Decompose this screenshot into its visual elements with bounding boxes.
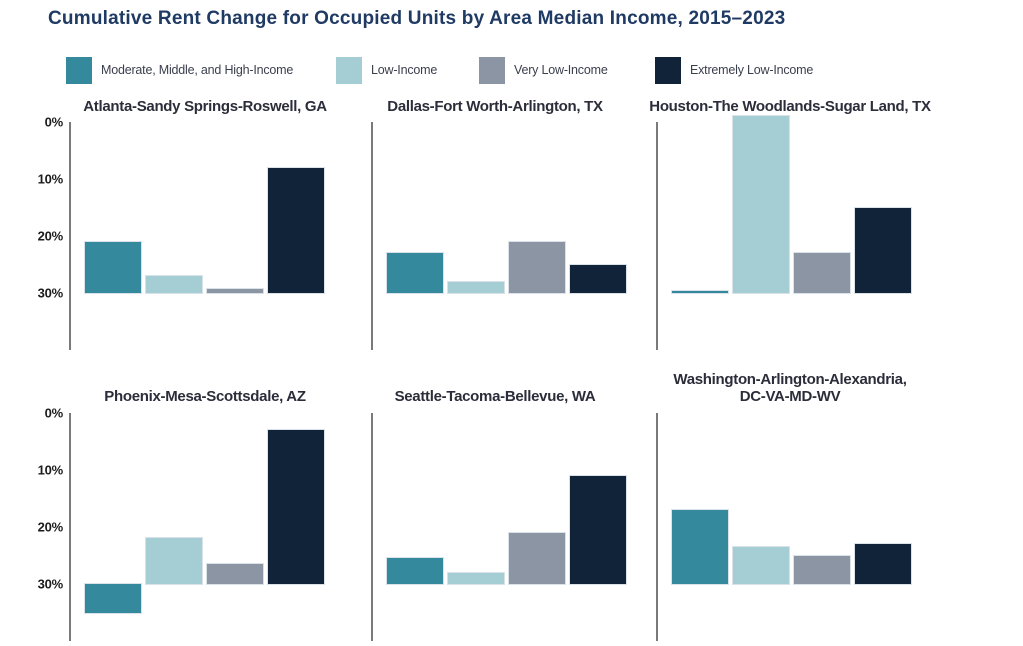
y-axis-tick-label: 10% xyxy=(37,171,64,187)
legend-item: Moderate, Middle, and High-Income xyxy=(66,57,293,84)
legend-swatch xyxy=(479,57,505,84)
chart-title: Seattle-Tacoma-Bellevue, WA xyxy=(394,388,596,406)
legend-swatch xyxy=(66,57,92,84)
bar xyxy=(146,538,202,584)
plot-area xyxy=(371,413,626,641)
legend-item: Very Low-Income xyxy=(479,57,608,84)
plot-area xyxy=(69,122,324,350)
y-axis-tick-label: 0% xyxy=(44,405,64,421)
bar xyxy=(387,253,443,293)
bar xyxy=(85,584,141,613)
bar xyxy=(733,116,789,293)
legend-label: Low-Income xyxy=(371,63,438,77)
y-axis-tick-label: 30% xyxy=(37,285,64,301)
bar xyxy=(509,532,565,584)
legend-label: Very Low-Income xyxy=(514,63,608,77)
y-axis-tick-label: 30% xyxy=(37,576,64,592)
y-axis-tick-label: 20% xyxy=(37,519,64,535)
legend-label: Moderate, Middle, and High-Income xyxy=(101,63,294,77)
legend-label: Extremely Low-Income xyxy=(690,63,814,77)
bar xyxy=(794,253,850,293)
bar xyxy=(672,509,728,584)
legend-item: Low-Income xyxy=(336,57,437,84)
y-axis-tick-label: 0% xyxy=(44,114,64,130)
legend-swatch xyxy=(336,57,362,84)
bar xyxy=(733,546,789,584)
chart-title: Washington-Arlington-Alexandria, DC-VA-M… xyxy=(673,371,907,406)
bar xyxy=(207,289,263,293)
page-title: Cumulative Rent Change for Occupied Unit… xyxy=(48,8,786,29)
bar xyxy=(146,275,202,293)
bar xyxy=(570,264,626,293)
chart-title: Phoenix-Mesa-Scottsdale, AZ xyxy=(104,388,306,406)
plot-area xyxy=(69,413,324,641)
legend-item: Extremely Low-Income xyxy=(655,57,813,84)
plot-area xyxy=(371,122,626,350)
bar xyxy=(570,475,626,584)
bar xyxy=(448,572,504,584)
bar xyxy=(855,544,911,584)
legend: Moderate, Middle, and High-Income Low-Inc… xyxy=(0,57,1023,85)
bar xyxy=(387,558,443,584)
bar xyxy=(794,555,850,584)
y-axis-tick-label: 20% xyxy=(37,228,64,244)
bar xyxy=(85,241,141,293)
legend-swatch xyxy=(655,57,681,84)
bar xyxy=(268,167,324,293)
plot-area xyxy=(656,413,911,641)
bar xyxy=(855,207,911,293)
chart-title: Dallas-Fort Worth-Arlington, TX xyxy=(387,98,603,116)
bar xyxy=(268,430,324,584)
bar xyxy=(448,281,504,293)
chart-title: Atlanta-Sandy Springs-Roswell, GA xyxy=(83,98,327,116)
y-axis-tick-label: 10% xyxy=(37,462,64,478)
plot-area xyxy=(656,116,911,350)
bar xyxy=(672,291,728,293)
bar xyxy=(509,241,565,293)
chart-title: Houston-The Woodlands-Sugar Land, TX xyxy=(649,98,931,116)
bar xyxy=(207,564,263,584)
